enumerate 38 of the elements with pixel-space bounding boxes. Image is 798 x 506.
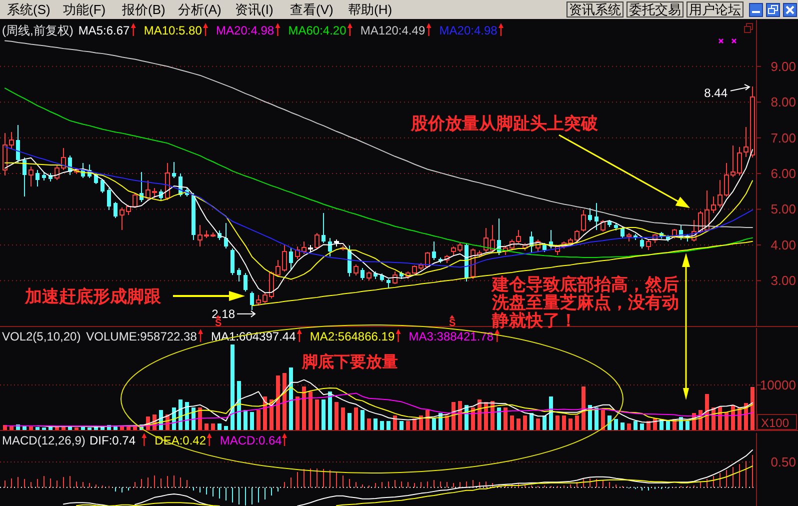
y-tick-label: 8.00 <box>770 94 796 110</box>
text: 报价(B) <box>121 2 166 17</box>
annotation: VOLUME:958722.38 <box>86 330 198 344</box>
chart-title: MACD(12,26,9) <box>2 434 86 448</box>
y-tick-label: 6.00 <box>770 166 796 182</box>
text: 功能(F) <box>63 2 106 17</box>
text: MACD:0.64 <box>220 434 282 448</box>
annotation: MA20:4.98 <box>216 24 274 38</box>
annotation: S <box>449 318 456 329</box>
y-tick-label: 7.00 <box>770 130 796 146</box>
text: 资讯(I) <box>235 2 274 17</box>
text: MA60:4.20 <box>288 24 347 38</box>
annotation: 脚底下要放量 <box>301 353 398 371</box>
y-tick-label: 3.00 <box>770 273 796 288</box>
text: MA120:4.49 <box>360 24 426 38</box>
annotation: 建仓导致底部抬高，然后洗盘至量芝麻点，没有动静就快了！ <box>490 275 679 330</box>
text: 系统(S) <box>7 2 50 17</box>
text: 帮助(H) <box>348 2 392 17</box>
text: MA5:6.67 <box>78 24 130 38</box>
text: 0.50 <box>770 454 796 470</box>
annotation: S <box>215 318 222 329</box>
chart-title: (周线,前复权) <box>2 24 74 38</box>
text: 查看(V) <box>290 2 334 17</box>
chart-title: VOL2(5,10,20) <box>2 330 81 344</box>
text: MA2:564866.19 <box>310 330 395 344</box>
annotation: 8.44 <box>704 86 728 100</box>
y-tick-label: 4.00 <box>770 237 796 252</box>
annotation: 加速赶底形成脚跟 <box>24 287 162 306</box>
text: 分析(A) <box>178 2 222 17</box>
text: MA10:5.80 <box>144 24 202 38</box>
annotation: MA20:4.98 <box>439 24 498 38</box>
y-tick-label: 10000 <box>760 378 796 393</box>
y-tick-label: 5.00 <box>770 202 796 217</box>
annotation: 股价放量从脚趾头上突破 <box>410 114 599 133</box>
text: DIF:0.74 <box>90 434 136 448</box>
text: X100 <box>761 416 790 430</box>
text: MA3:388421.78 <box>408 330 494 344</box>
y-tick-label: 9.00 <box>770 58 796 74</box>
